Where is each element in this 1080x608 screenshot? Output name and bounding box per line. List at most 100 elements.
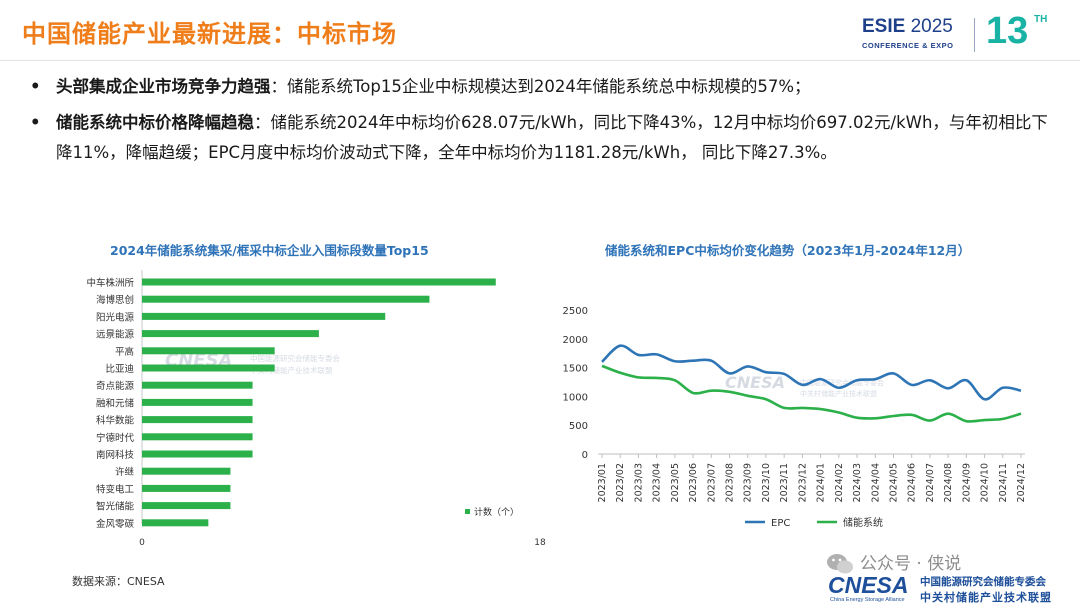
bar <box>142 450 253 458</box>
line-y-tick-label: 2000 <box>563 335 588 346</box>
watermark-line: 中国能源研究会储能专委会 <box>250 353 340 363</box>
bullet-text: ：储能系统2024年中标均价628.07元/kWh，同比下降43%，12月中标均… <box>56 113 1048 162</box>
line-x-tick-label: 2023/07 <box>706 463 717 502</box>
bar-category-label: 许继 <box>115 466 135 478</box>
wechat-icon <box>827 554 853 574</box>
data-source: 数据来源：CNESA <box>72 575 165 588</box>
watermark-line: 中关村储能产业技术联盟 <box>250 365 333 375</box>
line-x-tick-label: 2024/08 <box>943 463 954 502</box>
bullet-lead: 储能系统中标价格降幅趋稳 <box>56 113 254 132</box>
watermark-brand: CNESA <box>725 373 785 392</box>
page-title: 中国储能产业最新进展：中标市场 <box>22 20 397 48</box>
bar-category-label: 南网科技 <box>96 449 135 461</box>
bullet-lead: 头部集成企业市场竞争力趋强 <box>56 77 271 96</box>
bar-category-label: 阳光电源 <box>96 311 135 323</box>
bar <box>142 467 231 475</box>
line-x-tick-label: 2024/04 <box>870 463 881 502</box>
cnesa-logo-en: China Energy Storage Alliance <box>830 597 905 603</box>
header-divider <box>0 60 1080 61</box>
line-y-tick-label: 1000 <box>563 392 588 403</box>
line-x-tick-label: 2023/08 <box>725 463 736 502</box>
line-y-tick-label: 2500 <box>563 306 588 317</box>
bullet-item: • 头部集成企业市场竞争力趋强：储能系统Top15企业中标规模达到2024年储能… <box>30 72 1060 102</box>
bar-category-label: 金风零碳 <box>96 518 135 530</box>
line-x-tick-label: 2023/10 <box>761 463 772 502</box>
bar-chart-title: 2024年储能系统集采/框采中标企业入围标段数量Top15 <box>110 243 429 258</box>
line-x-tick-label: 2023/09 <box>743 463 754 502</box>
anniversary-number: 13 <box>986 10 1029 52</box>
line-x-tick-label: 2023/05 <box>670 463 681 502</box>
bar <box>142 502 231 510</box>
line-y-tick-label: 500 <box>569 421 588 432</box>
watermark-line: 中国能源研究会储能专委会 <box>800 378 884 387</box>
line-x-tick-label: 2024/02 <box>834 463 845 502</box>
cnesa-logo-text: CNESA <box>828 572 909 598</box>
line-x-tick-label: 2024/05 <box>888 463 899 502</box>
bar-category-label: 远景能源 <box>96 329 135 341</box>
line-x-tick-label: 2023/06 <box>688 463 699 502</box>
bar <box>142 398 253 406</box>
series-line-EPC <box>601 344 1022 401</box>
bullet-item: • 储能系统中标价格降幅趋稳：储能系统2024年中标均价628.07元/kWh，… <box>30 108 1060 168</box>
esie-logo-text: ESIE <box>862 16 906 37</box>
esie-logo-year: 2025 <box>910 16 953 37</box>
bar <box>142 364 275 372</box>
bar <box>142 278 496 286</box>
line-x-tick-label: 2024/09 <box>961 463 972 502</box>
bar-legend-label: 计数（个） <box>474 506 519 518</box>
line-chart-title: 储能系统和EPC中标均价变化趋势（2023年1月-2024年12月） <box>605 243 971 258</box>
bullet-list: • 头部集成企业市场竞争力趋强：储能系统Top15企业中标规模达到2024年储能… <box>30 72 1060 174</box>
bar-category-label: 智光储能 <box>96 501 135 513</box>
series-line-储能系统 <box>601 364 1022 423</box>
bar <box>142 312 386 320</box>
bar <box>142 330 319 338</box>
bullet-dot: • <box>30 113 41 132</box>
wechat-name: 公众号 · 侠说 <box>860 554 962 574</box>
bar-x-tick-label: 18 <box>534 538 546 548</box>
bar-chart: CNESA 中国能源研究会储能专委会中关村储能产业技术联盟中车株洲所海博思创阳光电… <box>86 270 546 548</box>
line-y-tick-label: 1500 <box>563 364 588 375</box>
line-x-tick-label: 2023/11 <box>779 463 790 502</box>
line-x-tick-label: 2024/07 <box>925 463 936 502</box>
bullet-dot: • <box>30 77 41 96</box>
line-x-tick-label: 2023/12 <box>797 463 808 502</box>
bar <box>142 295 430 303</box>
bar <box>142 433 253 441</box>
line-x-tick-label: 2024/06 <box>907 463 918 502</box>
bar-category-label: 融和元储 <box>96 397 135 409</box>
wechat-account: 公众号 · 侠说 <box>826 549 961 576</box>
cnesa-logo-cn2: 中关村储能产业技术联盟 <box>920 591 1052 604</box>
line-x-tick-label: 2024/01 <box>816 463 827 502</box>
watermark-line: 中关村储能产业技术联盟 <box>800 389 877 398</box>
cnesa-logo-cn1: 中国能源研究会储能专委会 <box>920 576 1046 588</box>
bar-legend-swatch <box>465 509 470 514</box>
bar-category-label: 科华数能 <box>96 415 135 427</box>
bar-x-tick-label: 0 <box>139 538 145 548</box>
line-x-tick-label: 2023/04 <box>652 463 663 502</box>
line-x-tick-label: 2024/12 <box>1016 463 1027 502</box>
bar-category-label: 奇点能源 <box>96 380 135 392</box>
line-x-tick-label: 2024/10 <box>980 463 991 502</box>
line-legend-label: EPC <box>771 518 790 529</box>
bar-category-label: 宁德时代 <box>96 432 135 444</box>
bar-category-label: 平高 <box>115 346 134 358</box>
bar-category-label: 中车株洲所 <box>86 277 134 289</box>
line-x-tick-label: 2023/01 <box>597 463 608 502</box>
bar-category-label: 比亚迪 <box>105 363 134 375</box>
line-x-tick-label: 2023/03 <box>633 463 644 502</box>
line-y-tick-label: 0 <box>582 450 588 461</box>
esie-logo: ESIE 2025 CONFERENCE & EXPO 13 TH <box>862 10 1062 58</box>
bar <box>142 381 253 389</box>
bar <box>142 519 209 527</box>
bar <box>142 347 275 355</box>
bar-category-label: 海博思创 <box>96 294 134 306</box>
bar-category-label: 特变电工 <box>96 483 135 495</box>
line-legend-label: 储能系统 <box>843 516 883 529</box>
line-x-tick-label: 2024/03 <box>852 463 863 502</box>
bullet-text: ：储能系统Top15企业中标规模达到2024年储能系统总中标规模的57%； <box>270 77 811 96</box>
line-x-tick-label: 2024/11 <box>998 463 1009 502</box>
logo-separator <box>974 18 975 52</box>
line-x-tick-label: 2023/02 <box>615 463 626 502</box>
anniversary-suffix: TH <box>1034 14 1048 25</box>
